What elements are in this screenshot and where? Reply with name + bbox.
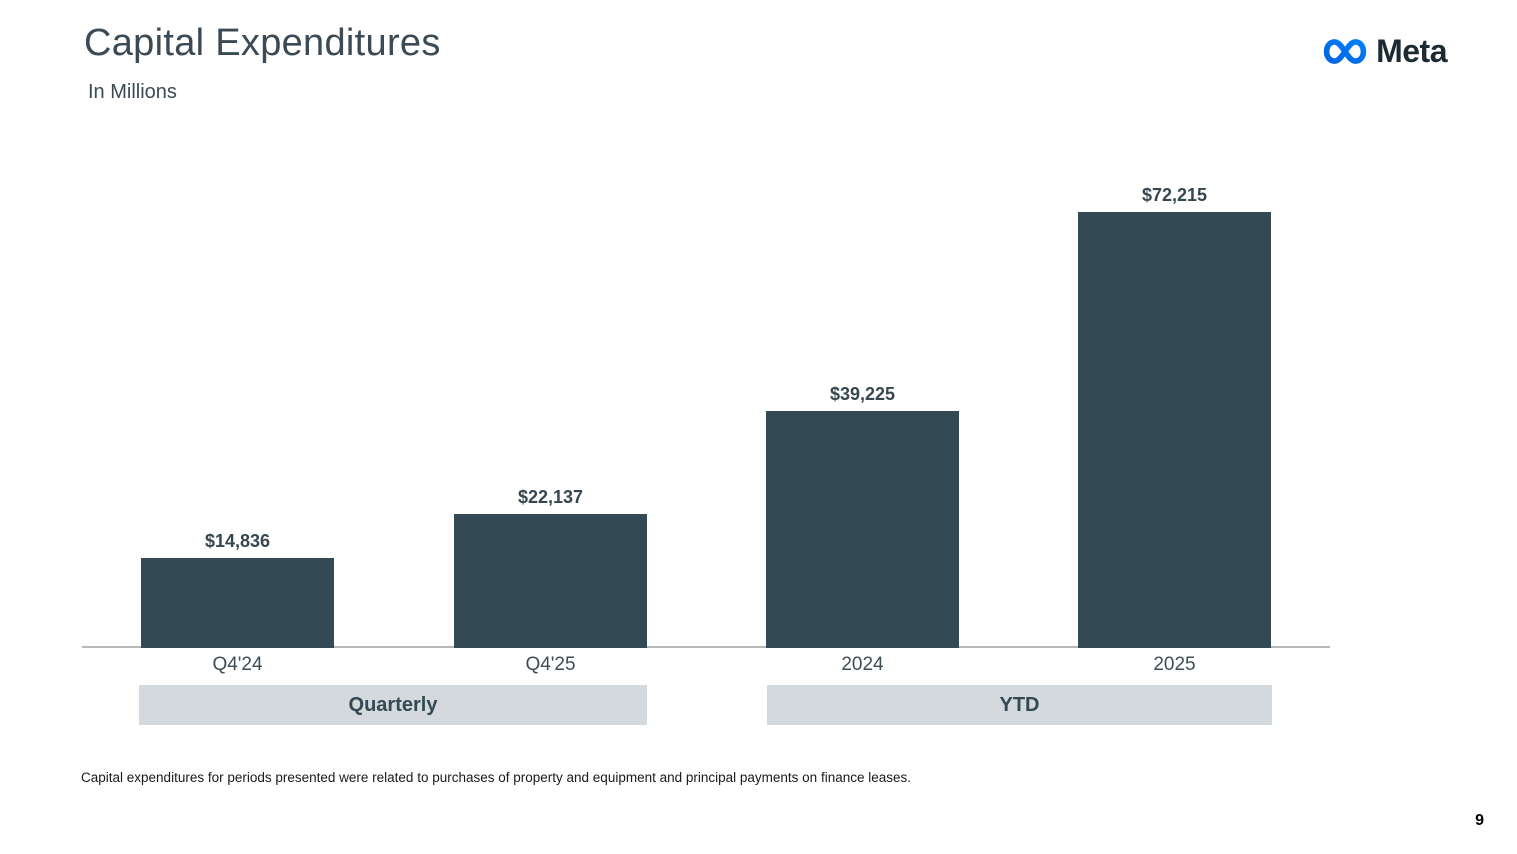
group-band: Quarterly xyxy=(139,685,647,725)
bar-value-label: $14,836 xyxy=(204,531,271,551)
footnote: Capital expenditures for periods present… xyxy=(81,770,911,785)
meta-infinity-icon xyxy=(1321,36,1369,67)
meta-logo-text: Meta xyxy=(1376,33,1447,69)
page-subtitle: In Millions xyxy=(88,81,177,103)
bar xyxy=(454,514,647,648)
bar xyxy=(766,411,959,648)
page-number: 9 xyxy=(1475,812,1484,829)
x-tick-label: 2024 xyxy=(841,654,884,675)
bar-value-label: $22,137 xyxy=(517,487,584,507)
x-tick-label: 2025 xyxy=(1153,654,1196,675)
group-band: YTD xyxy=(767,685,1272,725)
bar-value-label: $39,225 xyxy=(829,384,896,404)
x-axis-line xyxy=(82,646,1330,648)
meta-logo: Meta xyxy=(1321,33,1447,70)
page-title: Capital Expenditures xyxy=(84,22,441,64)
group-band-label: Quarterly xyxy=(348,693,438,716)
bar-value-label: $72,215 xyxy=(1141,185,1208,205)
bar xyxy=(1078,212,1271,648)
x-tick-label: Q4'24 xyxy=(212,654,263,675)
x-tick-label: Q4'25 xyxy=(525,654,576,675)
group-band-label: YTD xyxy=(999,693,1040,716)
bar xyxy=(141,558,334,648)
